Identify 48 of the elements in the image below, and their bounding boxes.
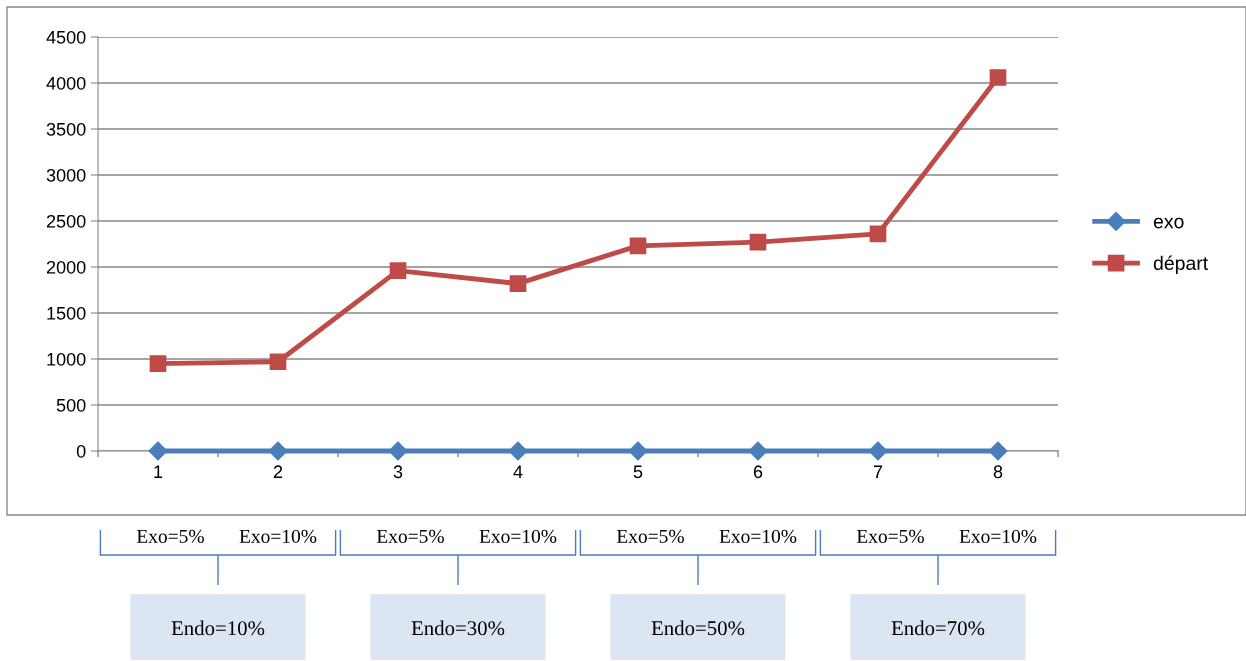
y-tick-label: 2000 (46, 260, 86, 274)
y-tick-label: 1500 (47, 306, 86, 320)
y-tick-label: 3500 (46, 122, 86, 136)
point (389, 262, 407, 280)
x-tick-label: 2 (273, 465, 283, 478)
point (748, 441, 768, 461)
y-tick-label: 1000 (47, 352, 86, 366)
point (868, 441, 888, 461)
x-tick-label: 7 (873, 465, 883, 478)
x-tick-label: 6 (753, 465, 763, 479)
y-tick-label: 4500 (46, 30, 86, 44)
text: Exo=5% (136, 529, 204, 543)
y-tick-label: 0 (76, 444, 86, 458)
point (148, 441, 168, 461)
x-tick-label: 8 (993, 465, 1003, 479)
text: Exo=10% (719, 529, 797, 543)
text: Endo=30% (411, 620, 505, 636)
text: Exo=5% (616, 529, 684, 543)
text: Exo=10% (959, 529, 1037, 543)
point (749, 233, 767, 251)
text: Exo=5% (856, 529, 924, 543)
y-tick-label: 4000 (46, 76, 86, 90)
point (388, 441, 408, 461)
x-tick-label: 4 (513, 465, 523, 478)
point (149, 355, 167, 372)
text: Exo=5% (376, 529, 444, 543)
point (988, 441, 1008, 461)
legend-label: départ (1153, 255, 1209, 274)
x-tick-label: 5 (633, 465, 643, 479)
x-tick-label: 3 (393, 465, 403, 479)
x-tick-label: 1 (154, 465, 163, 478)
text: Endo=70% (891, 620, 985, 636)
y-tick-label: 500 (56, 398, 86, 412)
point (628, 441, 648, 461)
point (629, 237, 647, 255)
point (269, 353, 287, 371)
point (869, 225, 887, 243)
point (268, 441, 288, 461)
point (989, 69, 1007, 86)
text: Exo=10% (239, 529, 317, 543)
y-tick-label: 3000 (46, 168, 86, 182)
y-tick-label: 2500 (46, 214, 86, 228)
text: Endo=50% (651, 620, 745, 636)
text: Endo=10% (171, 620, 265, 636)
legend-label: exo (1153, 217, 1184, 229)
point (509, 275, 527, 292)
text: Exo=10% (479, 529, 557, 543)
point (508, 441, 528, 461)
